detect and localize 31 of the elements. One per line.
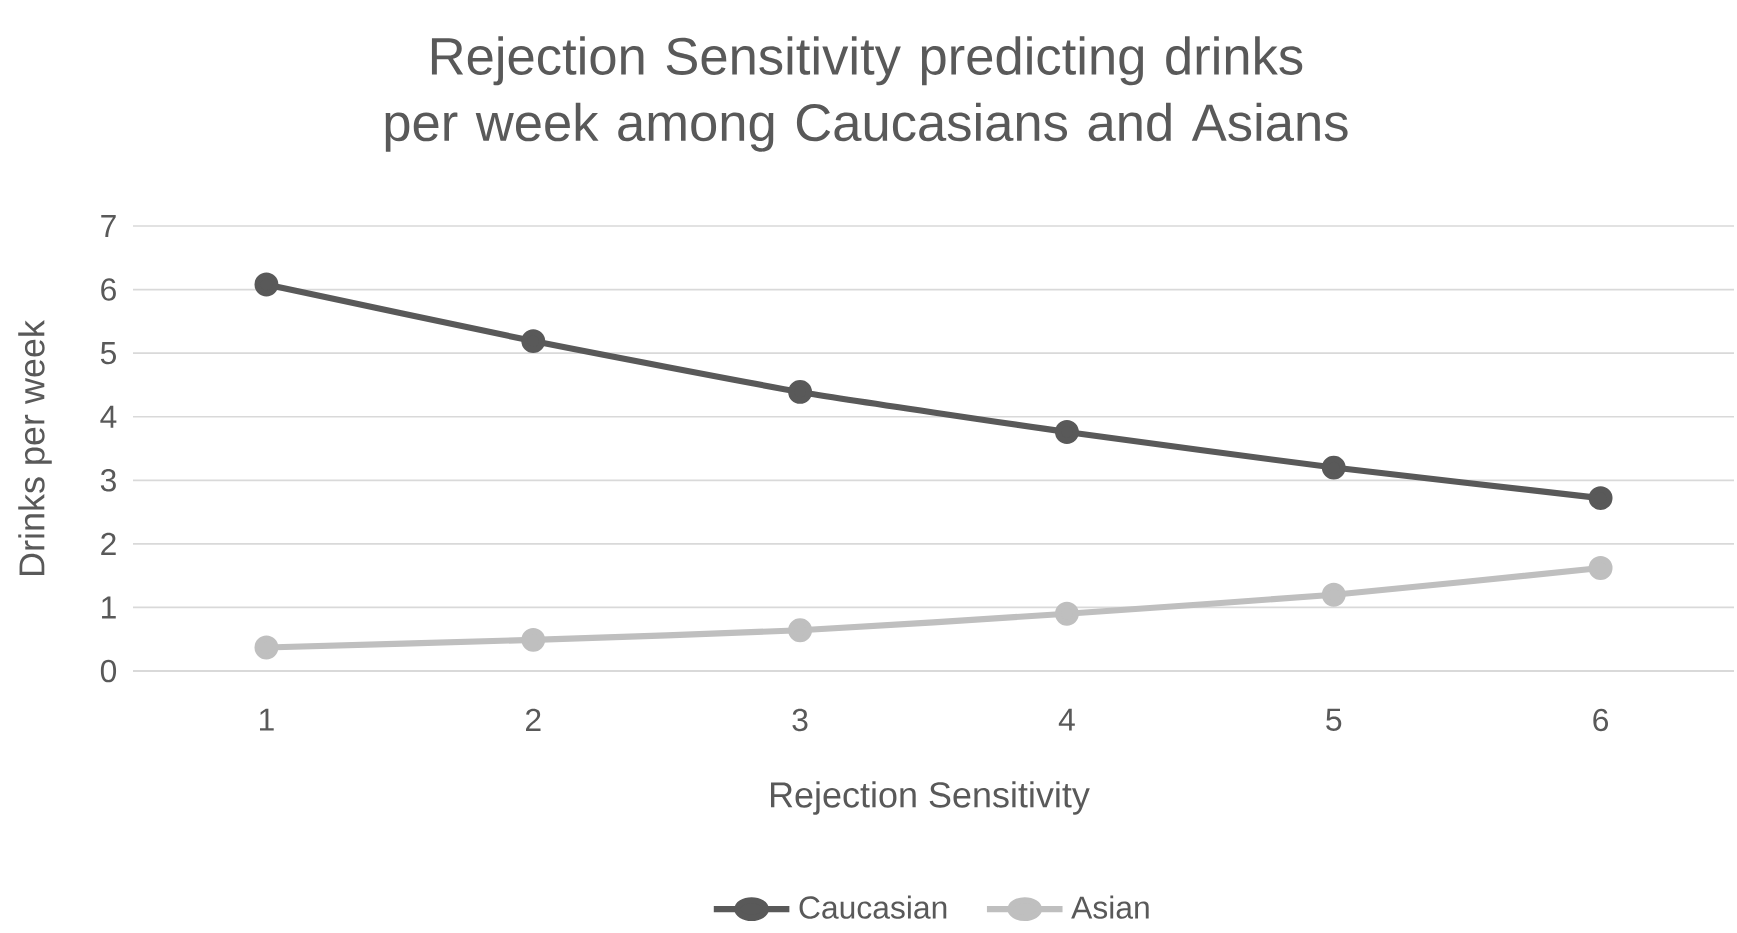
chart-title: Rejection Sensitivity predicting drinks per week among Caucasians and Asians (385, 36, 1348, 152)
point (788, 379, 813, 404)
legend-label: Caucasian (799, 895, 947, 919)
point (788, 618, 813, 643)
point (1054, 601, 1079, 626)
x-axis-title: Rejection Sensitivity (771, 781, 1090, 815)
x-tick-label: 5 (1326, 708, 1342, 731)
y-tick-label: 0 (100, 659, 117, 683)
y-tick-label: 1 (102, 596, 116, 619)
point (1588, 486, 1613, 511)
x-tick-label: 1 (260, 708, 274, 731)
y-tick-label: 5 (100, 342, 116, 365)
point (1321, 582, 1346, 607)
y-tick-label: 2 (101, 532, 116, 555)
point (521, 329, 546, 354)
point (254, 635, 279, 660)
y-tick-label: 3 (100, 469, 116, 492)
point (1054, 420, 1079, 444)
y-tick-label: 6 (101, 278, 116, 301)
x-tick-label: 4 (1058, 708, 1075, 731)
y-tick-label: 7 (101, 215, 116, 237)
x-tick-label: 3 (792, 708, 808, 732)
point (521, 627, 546, 652)
point (1321, 455, 1346, 480)
legend-label: Asian (1071, 895, 1149, 919)
y-tick-label: 4 (100, 405, 117, 428)
point (1588, 556, 1613, 580)
x-tick-label: 6 (1593, 708, 1609, 732)
point (254, 272, 279, 297)
y-axis-title: Drinks per week (18, 320, 52, 575)
x-tick-label: 2 (526, 708, 541, 731)
